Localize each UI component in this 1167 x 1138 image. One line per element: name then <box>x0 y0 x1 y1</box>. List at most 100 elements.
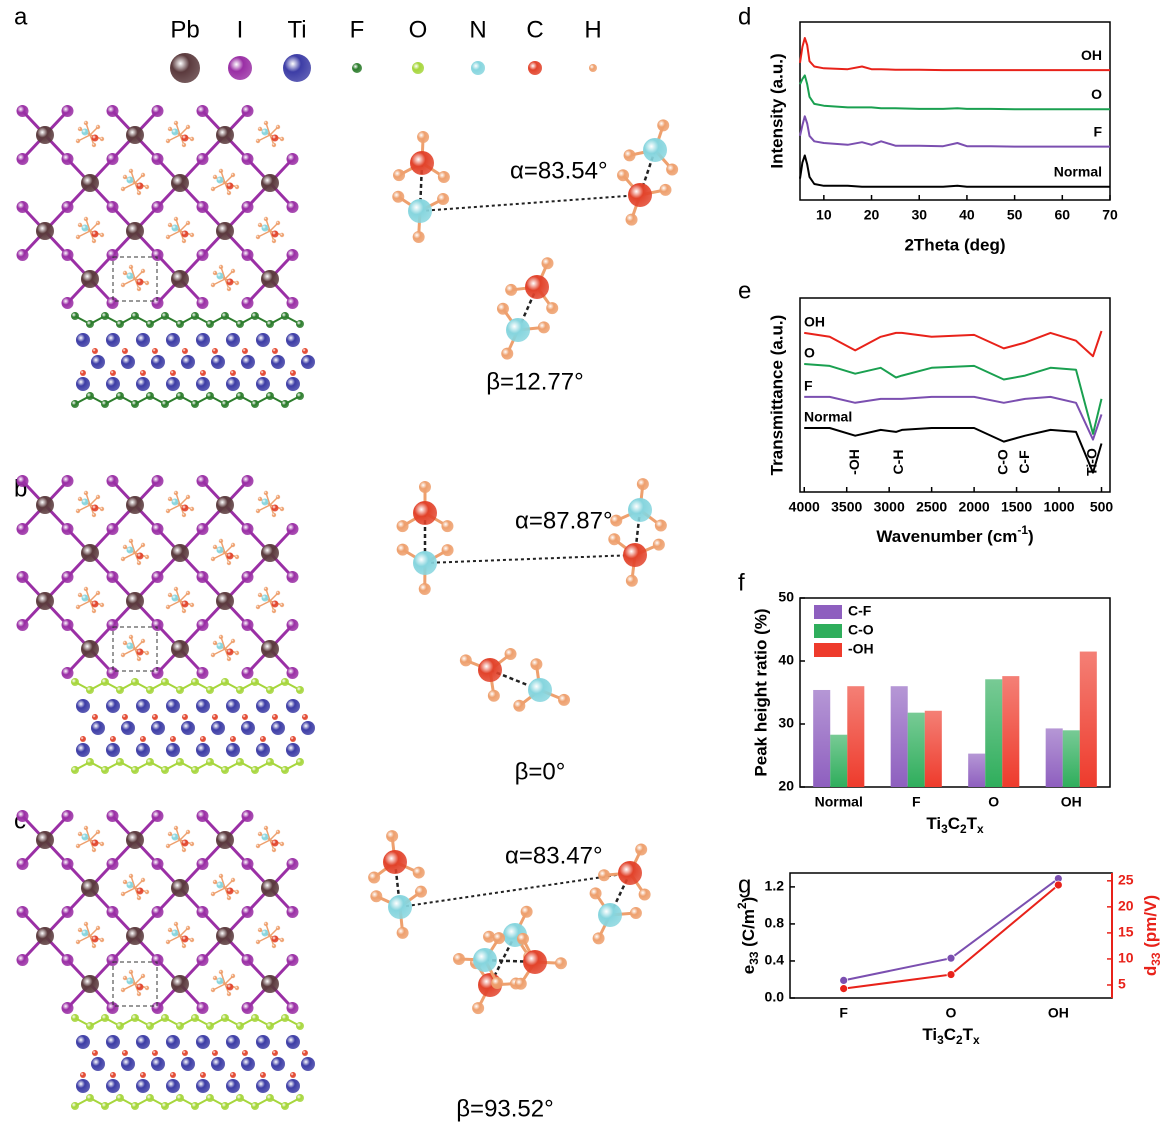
atom <box>272 1050 278 1056</box>
atom <box>275 829 281 835</box>
atom <box>61 1002 74 1014</box>
atom <box>251 678 259 686</box>
atom <box>128 264 134 270</box>
atom <box>61 667 74 679</box>
legend-label: -OH <box>848 641 874 657</box>
perovskite <box>16 475 299 679</box>
atom <box>483 930 496 943</box>
atom <box>286 333 300 347</box>
atom <box>144 554 150 560</box>
atom <box>140 1072 146 1078</box>
atom <box>171 833 179 841</box>
atom <box>77 126 83 132</box>
atom <box>83 216 89 222</box>
panel-label: d <box>738 3 751 30</box>
atom <box>236 320 244 328</box>
atom <box>196 954 209 966</box>
atom <box>301 1057 315 1071</box>
atom <box>151 153 164 165</box>
atom <box>166 377 180 391</box>
bond <box>167 935 181 943</box>
atom <box>136 887 144 895</box>
y-tick-label: 20 <box>778 778 794 794</box>
atom <box>266 758 274 766</box>
atom <box>144 184 150 190</box>
atom <box>216 927 234 945</box>
atom <box>261 544 279 562</box>
plot-frame <box>799 597 1111 788</box>
atom <box>234 554 240 560</box>
atom <box>167 222 173 228</box>
atom <box>257 496 263 502</box>
atom <box>286 249 299 261</box>
label-part: T <box>967 814 978 833</box>
atom <box>255 138 261 144</box>
line-series <box>804 363 1103 435</box>
atom <box>286 377 300 391</box>
atom <box>437 171 450 184</box>
atom <box>275 494 281 500</box>
atom <box>16 249 29 261</box>
atom <box>106 333 120 347</box>
x-tick-label: 4000 <box>789 499 820 515</box>
atom <box>120 987 126 993</box>
atom <box>140 172 146 178</box>
atom <box>493 932 506 945</box>
atom <box>110 370 116 376</box>
atom <box>91 512 97 518</box>
atom <box>236 686 244 694</box>
molecule <box>392 131 450 243</box>
alpha-angle: α=83.47° <box>505 842 603 869</box>
element-ball <box>471 61 485 75</box>
atom <box>166 1035 180 1049</box>
atom <box>301 721 315 735</box>
line-series <box>799 154 1110 188</box>
atom <box>196 571 209 583</box>
x-tick-label: Normal <box>815 794 863 810</box>
atom <box>275 220 281 226</box>
atom <box>296 1094 304 1102</box>
atom <box>196 377 210 391</box>
atom <box>279 602 285 608</box>
atom <box>80 1072 86 1078</box>
atom <box>281 1014 289 1022</box>
atom <box>218 634 224 640</box>
label-part: ) <box>1028 527 1034 546</box>
y-tick-label: 0.0 <box>765 989 785 1005</box>
atom <box>196 1002 209 1014</box>
atom <box>152 1050 158 1056</box>
atom <box>517 932 530 945</box>
atom <box>106 743 120 757</box>
y2-tick-label: 20 <box>1118 898 1134 914</box>
atom <box>126 176 134 184</box>
atom <box>196 523 209 535</box>
atom <box>81 498 89 506</box>
atom <box>122 975 128 981</box>
atom <box>61 249 74 261</box>
atom <box>75 138 81 144</box>
atom <box>136 190 142 196</box>
atom <box>106 858 119 870</box>
atom <box>181 134 189 142</box>
element-symbol: C <box>526 16 543 43</box>
atom <box>126 831 144 849</box>
bond <box>212 887 226 895</box>
atom <box>16 475 29 487</box>
atom <box>16 810 29 822</box>
atom <box>241 721 255 735</box>
atom <box>181 355 195 369</box>
atom <box>126 546 134 554</box>
atom <box>116 392 124 400</box>
atom <box>91 721 105 735</box>
atom <box>128 873 134 879</box>
atom <box>286 153 299 165</box>
atom <box>122 544 128 550</box>
y2-tick-label: 5 <box>1118 976 1126 992</box>
x-tick-label: 500 <box>1090 499 1114 515</box>
atom <box>263 216 269 222</box>
x-tick-label: O <box>988 794 999 810</box>
atom <box>101 400 109 408</box>
element-ball <box>170 53 200 83</box>
atom <box>286 201 299 213</box>
x-tick-label: 70 <box>1102 207 1118 223</box>
